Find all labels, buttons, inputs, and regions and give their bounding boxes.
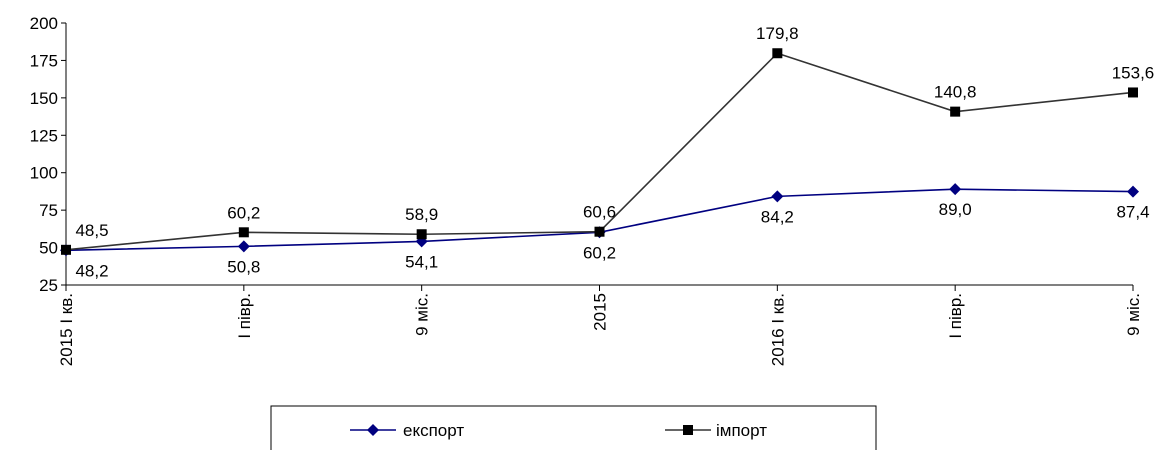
legend-box — [270, 405, 877, 450]
x-tick-label: I півр. — [235, 293, 254, 339]
legend-export-marker — [367, 424, 379, 436]
y-tick-label: 50 — [39, 239, 58, 258]
x-tick-label: 2015 — [591, 293, 610, 331]
legend-import-label: імпорт — [716, 421, 767, 440]
export-data-label: 89,0 — [939, 200, 972, 219]
y-tick-label: 150 — [30, 89, 58, 108]
export-data-label: 48,2 — [75, 261, 108, 280]
import-point-marker — [950, 106, 961, 117]
x-tick-label: 9 міс. — [413, 293, 432, 336]
export-data-label: 60,2 — [583, 243, 616, 262]
export-data-label: 84,2 — [761, 207, 794, 226]
y-tick-label: 200 — [30, 14, 58, 33]
import-data-label: 60,2 — [227, 203, 260, 222]
import-data-label: 60,6 — [583, 203, 616, 222]
chart-series — [60, 48, 1139, 257]
export-data-label: 50,8 — [227, 257, 260, 276]
import-data-label: 153,6 — [1112, 63, 1155, 82]
y-tick-label: 175 — [30, 51, 58, 70]
export-point-marker — [1127, 185, 1139, 198]
export-data-label: 87,4 — [1116, 203, 1149, 222]
y-tick-label: 100 — [30, 164, 58, 183]
import-data-label: 48,5 — [75, 221, 108, 240]
export-point-marker — [771, 190, 784, 203]
import-data-label: 140,8 — [934, 83, 977, 102]
legend-import-marker — [683, 425, 693, 435]
export-point-marker — [949, 183, 962, 196]
y-tick-label: 75 — [39, 201, 58, 220]
import-data-label: 58,9 — [405, 205, 438, 224]
import-point-marker — [61, 244, 71, 255]
chart-legend: експорт імпорт — [270, 405, 877, 450]
import-point-marker — [594, 226, 605, 237]
import-point-marker — [772, 48, 783, 59]
import-data-label: 179,8 — [756, 24, 799, 43]
chart-data-labels: 48,5 60,2 58,9 60,6 179,8 140,8 153,6 48,2 50,8 5… — [75, 24, 1154, 280]
x-tick-label: 2015 I кв. — [57, 293, 76, 366]
legend-export-label: експорт — [403, 421, 464, 440]
export-data-label: 54,1 — [405, 252, 438, 271]
x-tick-label: 9 міс. — [1124, 293, 1143, 336]
import-point-marker — [416, 229, 427, 240]
y-tick-label: 25 — [39, 276, 58, 295]
x-tick-label: I півр. — [946, 293, 965, 339]
x-tick-label: 2016 I кв. — [768, 293, 787, 366]
export-point-marker — [237, 240, 250, 253]
import-point-marker — [238, 227, 249, 238]
y-tick-label: 125 — [30, 126, 58, 145]
chart-axes: 25 50 75 100 125 150 175 200 2015 I кв. I півр. 9 … — [30, 14, 1143, 366]
import-point-marker — [1128, 87, 1138, 98]
